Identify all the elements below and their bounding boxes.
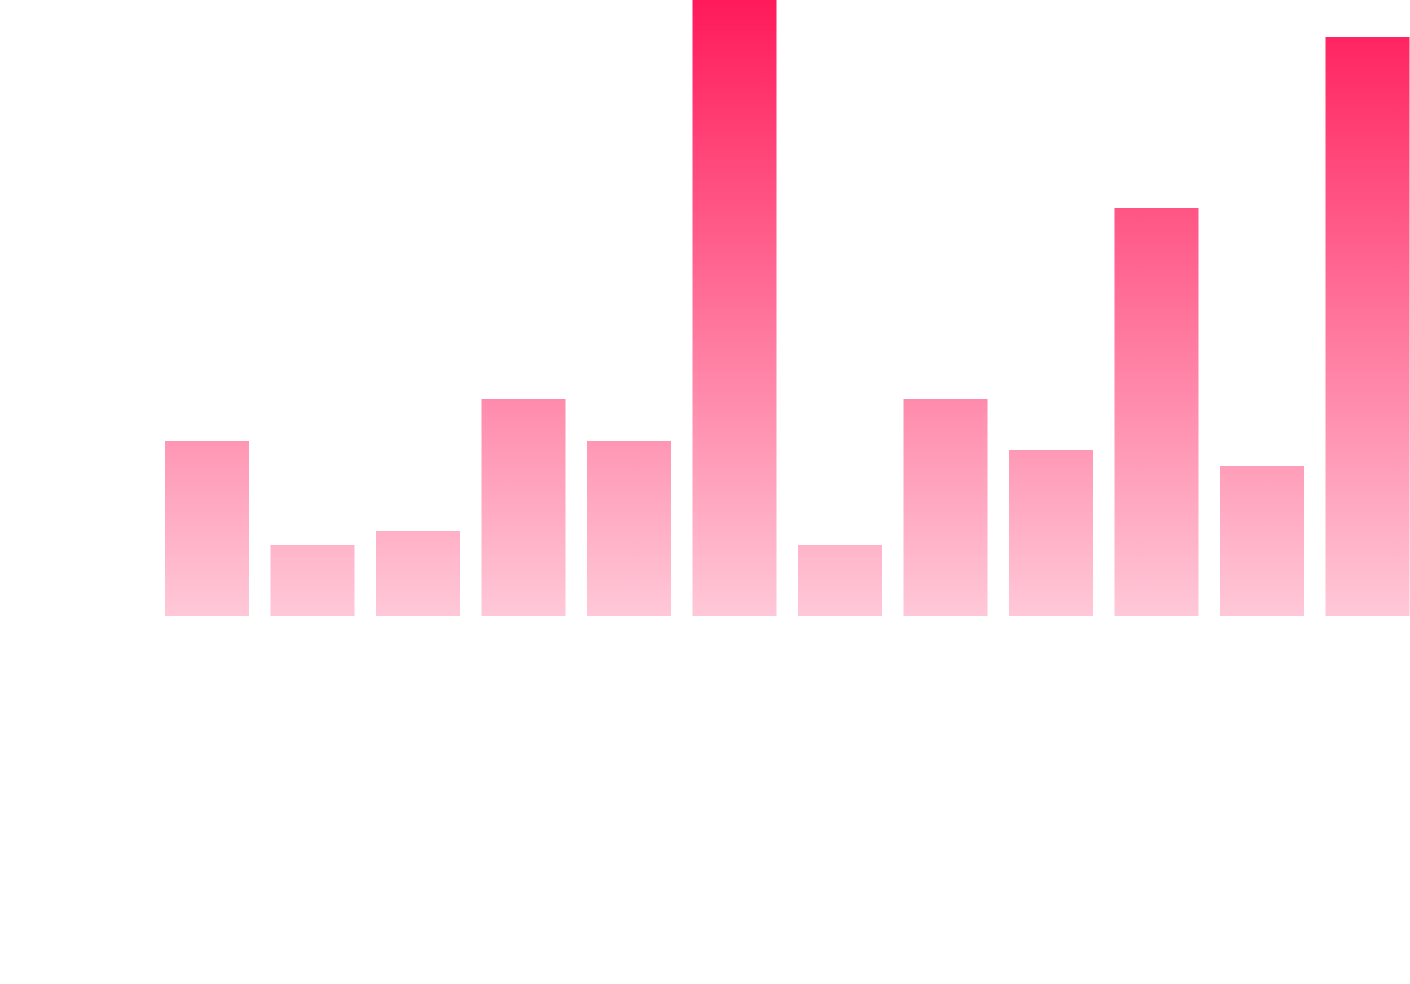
bar xyxy=(587,441,671,616)
bar xyxy=(798,545,882,616)
bar xyxy=(165,441,249,616)
bar xyxy=(376,531,460,616)
bar xyxy=(1220,466,1304,616)
bar xyxy=(692,0,777,616)
bar xyxy=(1325,37,1410,616)
bar xyxy=(481,399,566,616)
bar xyxy=(270,545,355,616)
bar xyxy=(903,399,988,616)
bar xyxy=(1009,450,1093,616)
bar xyxy=(1114,208,1199,616)
